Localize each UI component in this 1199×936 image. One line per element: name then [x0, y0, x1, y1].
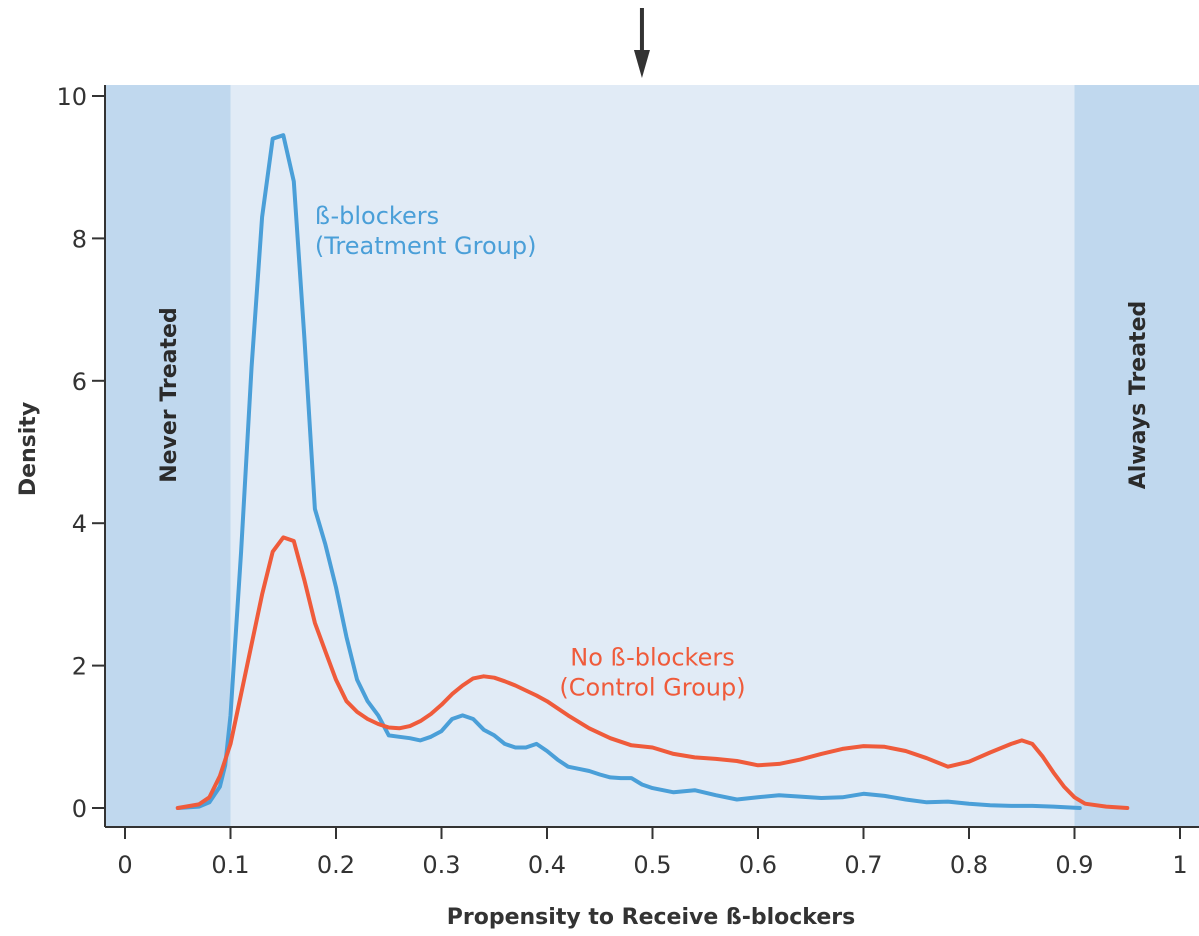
chart-labels: Density Propensity to Receive ß-blockers…: [16, 202, 1151, 930]
y-tick-label: 2: [72, 653, 87, 681]
series-lines: [175, 133, 1130, 810]
control-group-label: No ß-blockers (Control Group): [559, 644, 745, 702]
x-tick-label: 0.7: [844, 851, 882, 879]
x-tick-label: 1: [1172, 851, 1187, 879]
overlap-region: [105, 85, 1199, 827]
control-group-line: [175, 535, 1130, 810]
x-tick-label: 0.3: [422, 851, 460, 879]
treatment-group-label-line: ß-blockers: [315, 202, 439, 230]
treatment-group-label-line: (Treatment Group): [315, 232, 537, 260]
x-tick-label: 0.9: [1055, 851, 1093, 879]
x-axis-title: Propensity to Receive ß-blockers: [447, 905, 855, 930]
x-tick-label: 0.4: [528, 851, 566, 879]
x-tick-label: 0.6: [739, 851, 777, 879]
y-tick-label: 8: [72, 225, 87, 253]
arrow-marker-head: [633, 50, 650, 78]
always-treated-label: Always Treated: [1126, 301, 1151, 490]
control-group-label-line: (Control Group): [559, 674, 745, 702]
x-tick-label: 0.8: [950, 851, 988, 879]
x-tick-label: 0.5: [633, 851, 671, 879]
y-tick-label: 4: [72, 510, 87, 538]
y-tick-label: 0: [72, 795, 87, 823]
x-tick-label: 0: [117, 851, 132, 879]
y-axis-title: Density: [16, 402, 41, 496]
x-tick-label: 0.1: [211, 851, 249, 879]
never-treated-region: [105, 85, 231, 827]
y-tick-label: 10: [56, 83, 87, 111]
x-tick-label: 0.2: [317, 851, 355, 879]
control-group-label-line: No ß-blockers: [570, 644, 734, 672]
never-treated-label: Never Treated: [157, 307, 182, 483]
y-tick-label: 6: [72, 368, 87, 396]
background-regions: [105, 85, 1199, 827]
treatment-group-label: ß-blockers (Treatment Group): [315, 202, 537, 260]
treatment-group-line: [175, 133, 1082, 810]
always-treated-region: [1074, 85, 1199, 827]
